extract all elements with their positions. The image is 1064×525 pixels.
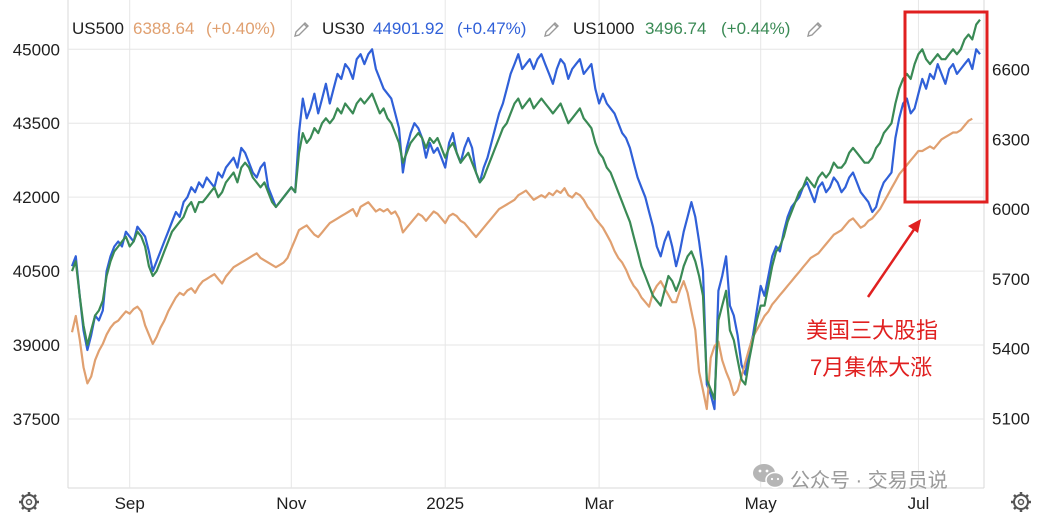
annotation: 美国三大股指 7月集体大涨: [806, 10, 989, 380]
series-line-us500: [70, 117, 973, 411]
watermark-text: 公众号 · 交易员说: [790, 469, 948, 492]
annotation-arrow: [866, 219, 921, 298]
series-line-us30: [70, 48, 981, 411]
legend-us500-value: 6388.64: [133, 19, 194, 38]
right-tick-label: 6000: [992, 200, 1030, 219]
x-tick-label: 2025: [426, 494, 464, 513]
pencil-icon[interactable]: [544, 22, 559, 37]
x-tick-label: Jul: [908, 494, 930, 513]
gear-icon[interactable]: [1011, 492, 1031, 512]
right-tick-label: 5100: [992, 409, 1030, 428]
legend-us30-change: (+0.47%): [457, 19, 526, 38]
left-axis: 45000 43500 42000 40500 39000 37500: [13, 40, 60, 429]
legend-us30-name: US30: [322, 19, 365, 38]
legend-us1000-name: US1000: [573, 19, 634, 38]
gear-icon[interactable]: [19, 492, 39, 512]
right-axis: 6600 6300 6000 5700 5400 5100: [992, 61, 1030, 429]
watermark: 公众号 · 交易员说: [753, 464, 948, 492]
right-tick-label: 6600: [992, 61, 1030, 80]
x-tick-label: Mar: [584, 494, 614, 513]
legend-us1000-value: 3496.74: [645, 19, 706, 38]
left-tick-label: 43500: [13, 114, 60, 133]
left-tick-label: 37500: [13, 410, 60, 429]
grid-layer: [68, 0, 984, 488]
left-tick-label: 40500: [13, 262, 60, 281]
x-axis: Sep Nov 2025 Mar May Jul: [115, 494, 930, 513]
left-tick-label: 42000: [13, 188, 60, 207]
pencil-icon[interactable]: [294, 22, 309, 37]
legend-us30-value: 44901.92: [373, 19, 444, 38]
right-tick-label: 5700: [992, 270, 1030, 289]
series-line-us1000: [70, 19, 981, 401]
legend-item-us30[interactable]: US30 44901.92 (+0.47%): [322, 19, 559, 38]
wechat-icon: [753, 464, 785, 489]
legend-us1000-change: (+0.44%): [721, 19, 790, 38]
legend-us500-name: US500: [72, 19, 124, 38]
annotation-line1: 美国三大股指: [806, 318, 938, 343]
left-tick-label: 39000: [13, 336, 60, 355]
highlight-box: [903, 10, 989, 204]
left-tick-label: 45000: [13, 40, 60, 59]
annotation-line2: 7月集体大涨: [810, 355, 932, 380]
series-layer: [70, 19, 981, 411]
right-tick-label: 6300: [992, 130, 1030, 149]
x-tick-label: May: [745, 494, 778, 513]
legend-us500-change: (+0.40%): [206, 19, 275, 38]
legend-item-us1000[interactable]: US1000 3496.74 (+0.44%): [573, 19, 822, 38]
x-tick-label: Sep: [115, 494, 145, 513]
legend: US500 6388.64 (+0.40%) US30 44901.92 (+0…: [72, 19, 822, 38]
right-tick-label: 5400: [992, 340, 1030, 359]
pencil-icon[interactable]: [807, 22, 822, 37]
legend-item-us500[interactable]: US500 6388.64 (+0.40%): [72, 19, 309, 38]
x-tick-label: Nov: [276, 494, 307, 513]
